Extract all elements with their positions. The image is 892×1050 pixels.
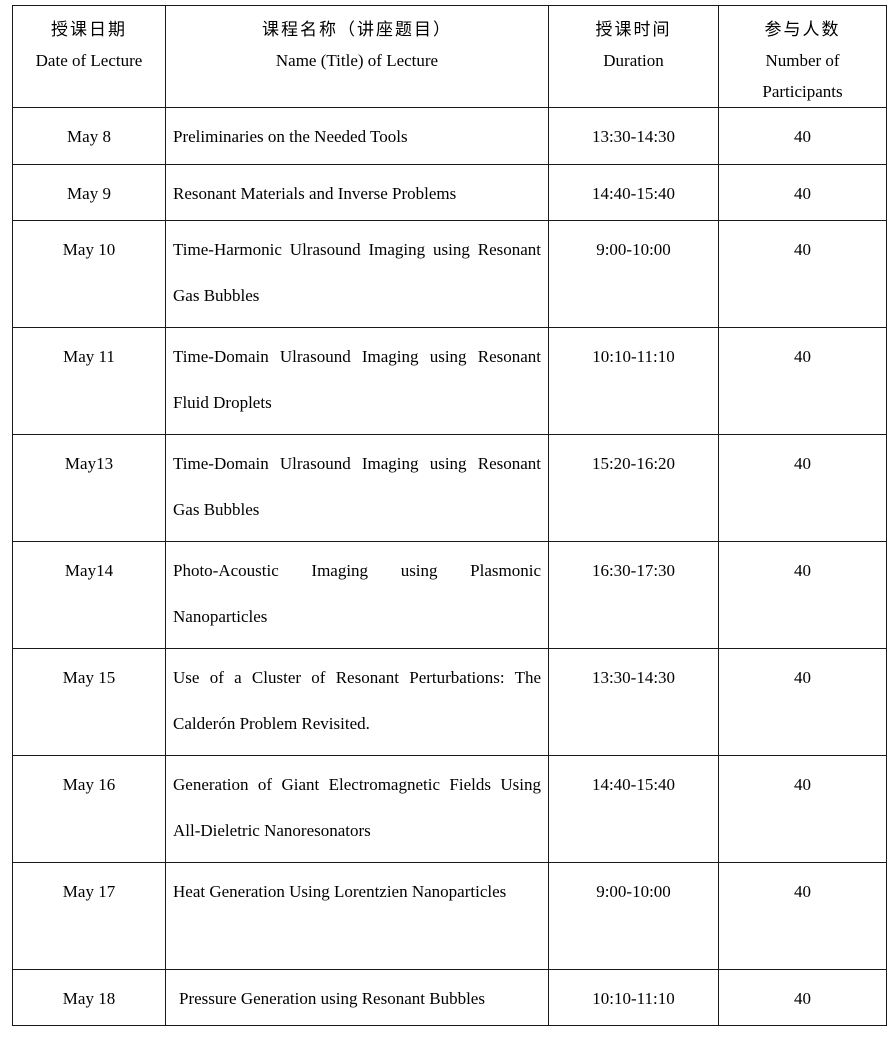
date-cell: May 9 [12,164,166,221]
lecture-name-cell: Preliminaries on the Needed Tools [165,107,549,165]
lecture-name-cell: Heat Generation Using Lorentzien Nanopar… [165,862,549,970]
header-duration-zh: 授课时间 [595,20,672,39]
header-duration: 授课时间 Duration [548,5,719,108]
header-date-zh: 授课日期 [51,20,127,39]
lecture-name-cell: Use of a Cluster of Resonant Perturbatio… [165,648,549,756]
duration-cell: 14:40-15:40 [548,164,719,221]
header-participants-zh: 参与人数 [764,20,841,39]
table-row: May 11 Time-Domain Ulrasound Imaging usi… [12,327,887,435]
lecture-name-cell: Photo-Acoustic Imaging using Plasmonic N… [165,541,549,649]
header-lecture-name: 课程名称（讲座题目） Name (Title) of Lecture [165,5,549,108]
participants-cell: 40 [718,107,887,165]
header-date: 授课日期 Date of Lecture [12,5,166,108]
lecture-schedule-table: 授课日期 Date of Lecture 课程名称（讲座题目） Name (Ti… [12,5,887,1026]
header-lecture-name-en: Name (Title) of Lecture [275,51,439,70]
table-row: May 8 Preliminaries on the Needed Tools … [12,107,887,165]
participants-cell: 40 [718,648,887,756]
participants-cell: 40 [718,164,887,221]
participants-cell: 40 [718,434,887,542]
date-cell: May13 [12,434,166,542]
duration-cell: 15:20-16:20 [548,434,719,542]
duration-cell: 13:30-14:30 [548,107,719,165]
table-row: May 15 Use of a Cluster of Resonant Pert… [12,648,887,756]
duration-cell: 14:40-15:40 [548,755,719,863]
header-participants-en: Number of Participants [762,51,843,101]
date-cell: May 15 [12,648,166,756]
date-cell: May 10 [12,220,166,328]
date-cell: May14 [12,541,166,649]
table-row: May 9 Resonant Materials and Inverse Pro… [12,164,887,221]
participants-cell: 40 [718,220,887,328]
lecture-name-cell: Resonant Materials and Inverse Problems [165,164,549,221]
lecture-name-cell: Time-Domain Ulrasound Imaging using Reso… [165,327,549,435]
table-row: May 16 Generation of Giant Electromagnet… [12,755,887,863]
date-cell: May 16 [12,755,166,863]
lecture-name-cell: Pressure Generation using Resonant Bubbl… [165,969,549,1026]
date-cell: May 11 [12,327,166,435]
lecture-name-cell: Time-Harmonic Ulrasound Imaging using Re… [165,220,549,328]
participants-cell: 40 [718,969,887,1026]
participants-cell: 40 [718,541,887,649]
duration-cell: 16:30-17:30 [548,541,719,649]
header-participants: 参与人数 Number of Participants [718,5,887,108]
duration-cell: 9:00-10:00 [548,220,719,328]
table-row: May 10 Time-Harmonic Ulrasound Imaging u… [12,220,887,328]
participants-cell: 40 [718,327,887,435]
date-cell: May 17 [12,862,166,970]
lecture-name-cell: Time-Domain Ulrasound Imaging using Reso… [165,434,549,542]
duration-cell: 10:10-11:10 [548,327,719,435]
duration-cell: 9:00-10:00 [548,862,719,970]
header-lecture-name-zh: 课程名称（讲座题目） [262,20,452,39]
lecture-name-cell: Generation of Giant Electromagnetic Fiel… [165,755,549,863]
participants-cell: 40 [718,755,887,863]
table-row: May14 Photo-Acoustic Imaging using Plasm… [12,541,887,649]
participants-cell: 40 [718,862,887,970]
duration-cell: 10:10-11:10 [548,969,719,1026]
table-row: May 17 Heat Generation Using Lorentzien … [12,862,887,970]
table-body: May 8 Preliminaries on the Needed Tools … [12,107,887,1026]
header-date-en: Date of Lecture [35,51,143,70]
header-duration-en: Duration [603,51,664,70]
duration-cell: 13:30-14:30 [548,648,719,756]
date-cell: May 8 [12,107,166,165]
table-header: 授课日期 Date of Lecture 课程名称（讲座题目） Name (Ti… [12,5,887,108]
date-cell: May 18 [12,969,166,1026]
table-row: May13 Time-Domain Ulrasound Imaging usin… [12,434,887,542]
header-row: 授课日期 Date of Lecture 课程名称（讲座题目） Name (Ti… [12,5,887,108]
table-row: May 18 Pressure Generation using Resonan… [12,969,887,1026]
